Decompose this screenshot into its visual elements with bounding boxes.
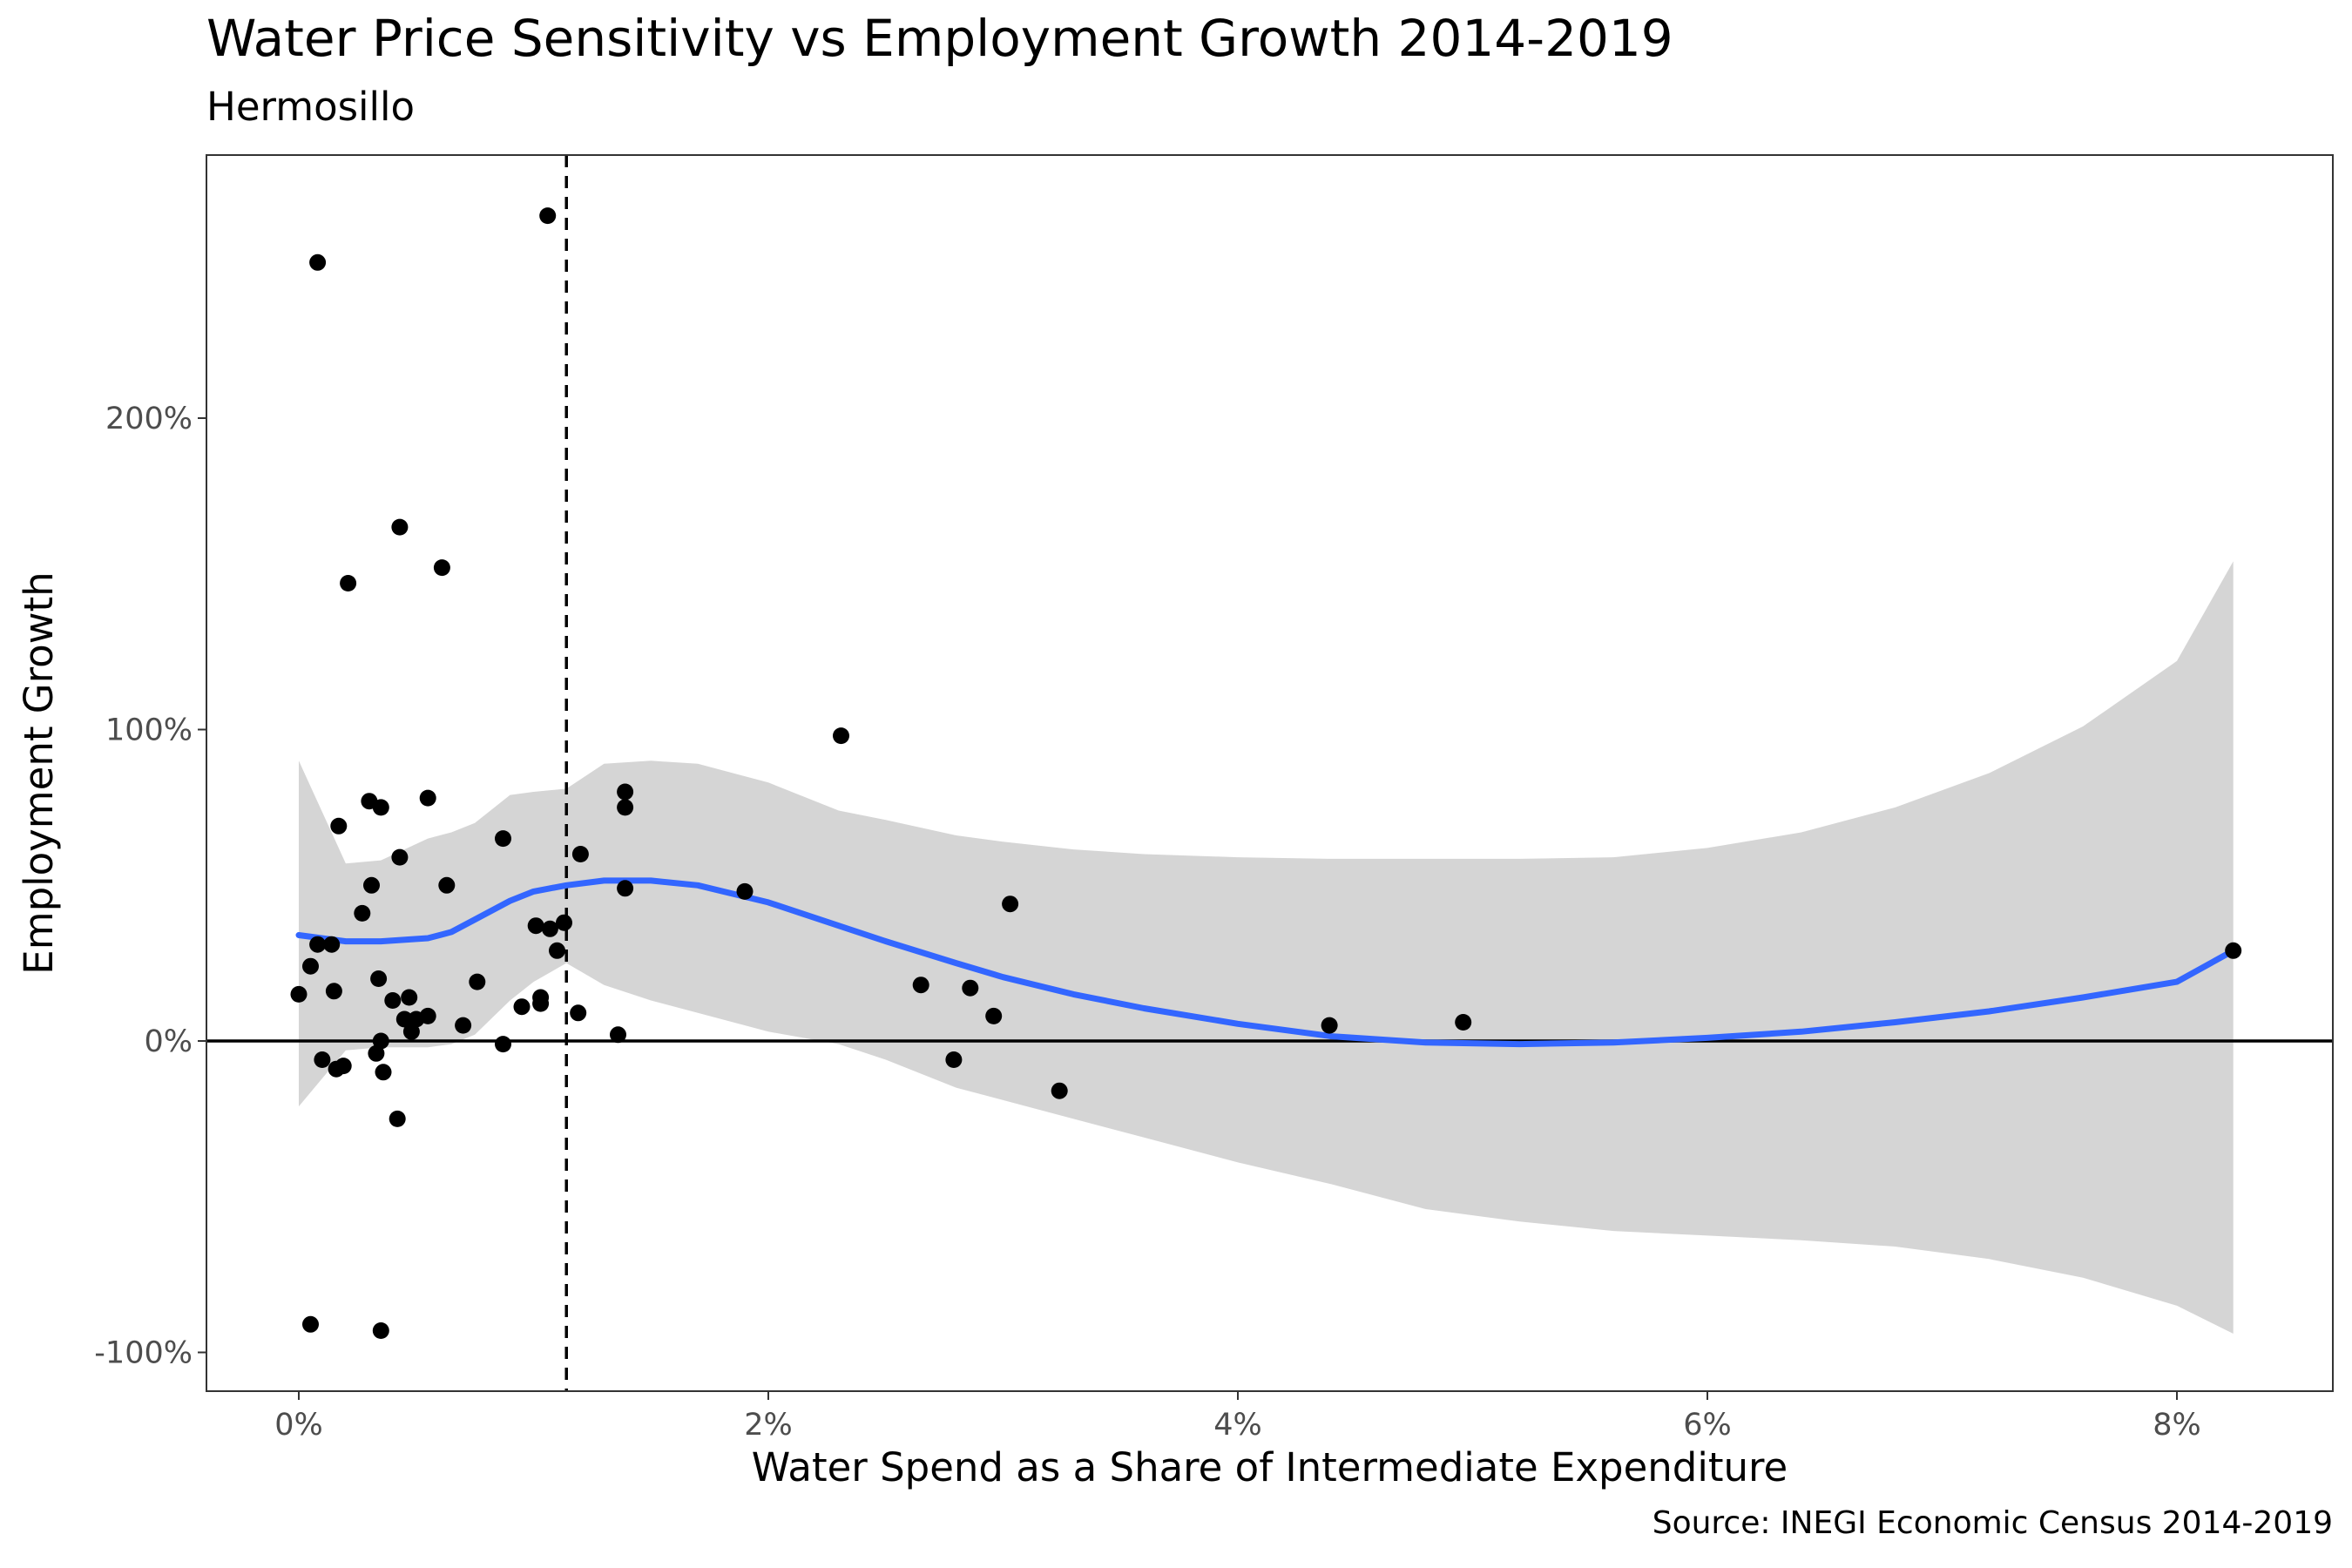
data-point: [309, 253, 327, 271]
data-point: [1455, 1014, 1472, 1031]
data-point: [314, 1051, 331, 1068]
data-point: [455, 1017, 472, 1034]
data-point: [368, 1044, 385, 1062]
x-axis-title: Water Spend as a Share of Intermediate E…: [752, 1444, 1788, 1490]
data-point: [384, 992, 402, 1009]
data-point: [419, 789, 436, 807]
confidence-band-layer: [299, 561, 2234, 1334]
confidence-band: [299, 561, 2234, 1334]
data-point: [395, 1010, 413, 1028]
data-point: [340, 575, 357, 591]
points-layer: [290, 207, 2242, 1339]
data-point: [912, 977, 929, 994]
data-point: [389, 1110, 406, 1127]
data-point: [527, 917, 544, 935]
data-point: [610, 1026, 626, 1044]
data-point: [391, 848, 409, 866]
data-point: [549, 942, 565, 959]
data-point: [539, 207, 557, 225]
data-point: [1051, 1082, 1068, 1099]
x-axis-ticks: 0% 2% 4% 6% 8%: [274, 1391, 2201, 1443]
data-point: [372, 799, 389, 816]
source-caption: Source: INEGI Economic Census 2014-2019: [1652, 1505, 2333, 1541]
data-point: [370, 970, 388, 987]
data-point: [962, 979, 979, 997]
x-tick-label: 8%: [2153, 1408, 2201, 1443]
data-point: [513, 998, 531, 1016]
data-point: [375, 1064, 392, 1081]
data-point: [372, 1322, 389, 1339]
y-tick-label: 100%: [105, 713, 193, 748]
data-point: [2225, 942, 2242, 959]
data-point: [570, 1004, 587, 1022]
data-point: [354, 904, 371, 922]
x-tick-label: 6%: [1683, 1408, 1732, 1443]
data-point: [571, 846, 589, 862]
y-axis-ticks: -100% 0% 100% 200%: [94, 402, 206, 1371]
data-point: [617, 783, 634, 801]
data-point: [323, 936, 341, 953]
y-axis-title: Employment Growth: [16, 571, 62, 974]
data-point: [541, 920, 558, 937]
data-point: [495, 830, 511, 848]
reference-lines-layer: [206, 155, 2333, 1391]
data-point: [302, 957, 319, 975]
data-point: [330, 817, 348, 835]
data-point: [532, 995, 550, 1012]
data-point: [945, 1051, 963, 1068]
data-point: [290, 985, 308, 1003]
data-point: [419, 1007, 436, 1024]
y-tick-label: 0%: [144, 1024, 193, 1059]
x-tick-label: 4%: [1213, 1408, 1262, 1443]
data-point: [335, 1058, 352, 1075]
y-tick-label: -100%: [94, 1336, 193, 1371]
data-point: [309, 936, 327, 953]
data-point: [556, 914, 572, 931]
data-point: [736, 882, 754, 900]
data-point: [617, 880, 634, 897]
y-tick-label: 200%: [105, 402, 193, 436]
data-point: [617, 799, 634, 816]
data-point: [438, 876, 456, 894]
chart-subtitle: Hermosillo: [206, 84, 416, 130]
data-point: [1321, 1017, 1338, 1034]
smooth-line-layer: [295, 877, 2237, 1048]
data-point: [833, 727, 849, 745]
data-point: [401, 989, 418, 1006]
panel-border: [206, 154, 2334, 1392]
data-point: [391, 518, 409, 536]
data-point: [325, 983, 342, 1000]
x-tick-label: 0%: [274, 1408, 323, 1443]
data-point: [985, 1007, 1003, 1024]
data-point: [302, 1315, 319, 1333]
data-point: [433, 559, 450, 577]
data-point: [1002, 896, 1019, 913]
x-tick-label: 2%: [744, 1408, 793, 1443]
data-point: [495, 1036, 511, 1053]
data-point: [363, 876, 380, 894]
data-point: [372, 1032, 389, 1050]
chart-title: Water Price Sensitivity vs Employment Gr…: [206, 9, 1673, 68]
smooth-fit-line: [295, 877, 2237, 1048]
data-point: [469, 973, 486, 990]
data-point: [402, 1023, 420, 1040]
